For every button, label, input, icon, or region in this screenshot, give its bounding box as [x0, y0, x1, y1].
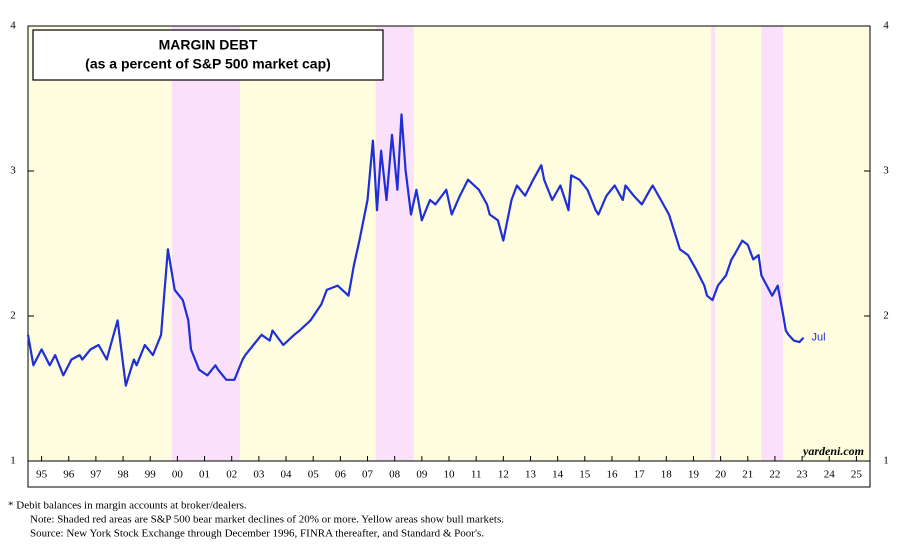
- x-tick-label: 02: [226, 469, 237, 481]
- x-tick-label: 23: [797, 469, 809, 481]
- x-tick-label: 20: [715, 469, 727, 481]
- note: Note: Shaded red areas are S&P 500 bear …: [30, 514, 504, 526]
- x-tick-label: 13: [525, 469, 537, 481]
- chart-subtitle: (as a percent of S&P 500 market cap): [85, 56, 331, 72]
- watermark: yardeni.com: [801, 444, 864, 458]
- x-tick-label: 24: [824, 469, 836, 481]
- y-tick-label: 1: [10, 455, 16, 467]
- x-tick-label: 04: [281, 469, 293, 481]
- y2-tick-label: 4: [883, 20, 889, 32]
- x-tick-label: 97: [90, 469, 102, 481]
- x-tick-label: 96: [63, 469, 75, 481]
- note: Source: New York Stock Exchange through …: [30, 528, 484, 540]
- x-tick-label: 12: [498, 469, 509, 481]
- bear-market: [761, 26, 784, 461]
- x-tick-label: 10: [444, 469, 456, 481]
- x-tick-label: 15: [579, 469, 591, 481]
- frame: [27, 25, 871, 488]
- y-tick-label: 2: [10, 310, 16, 322]
- x-tick-label: 11: [471, 469, 482, 481]
- x-tick-label: 25: [851, 469, 863, 481]
- bear-market: [711, 26, 716, 461]
- bull-background: [28, 26, 870, 461]
- x-tick-label: 16: [606, 469, 618, 481]
- end-label: Jul: [811, 332, 825, 344]
- x-tick-label: 08: [389, 469, 401, 481]
- x-tick-label: 00: [172, 469, 184, 481]
- x-tick-label: 22: [769, 469, 780, 481]
- x-tick-label: 17: [634, 469, 646, 481]
- title-box: [32, 29, 384, 81]
- x-tick-label: 21: [742, 469, 753, 481]
- x-tick-label: 19: [688, 469, 700, 481]
- x-tick-label: 98: [118, 469, 130, 481]
- x-tick-label: 06: [335, 469, 347, 481]
- x-tick-label: 95: [36, 469, 48, 481]
- chart-title: MARGIN DEBT: [159, 37, 258, 53]
- bear-market: [375, 26, 414, 461]
- x-tick-label: 09: [416, 469, 428, 481]
- x-tick-label: 18: [661, 469, 673, 481]
- x-tick-label: 03: [253, 469, 265, 481]
- y2-tick-label: 1: [883, 455, 889, 467]
- x-tick-label: 14: [552, 469, 564, 481]
- bear-market: [171, 26, 240, 461]
- y2-tick-label: 3: [883, 165, 889, 177]
- data-line: [26, 113, 805, 387]
- x-tick-label: 99: [145, 469, 157, 481]
- y-tick-label: 4: [10, 20, 16, 32]
- x-tick-label: 07: [362, 469, 374, 481]
- x-tick-label: 05: [308, 469, 320, 481]
- x-tick-label: 01: [199, 469, 210, 481]
- note: * Debit balances in margin accounts at b…: [8, 500, 247, 512]
- y-tick-label: 3: [10, 165, 16, 177]
- y2-tick-label: 2: [883, 310, 889, 322]
